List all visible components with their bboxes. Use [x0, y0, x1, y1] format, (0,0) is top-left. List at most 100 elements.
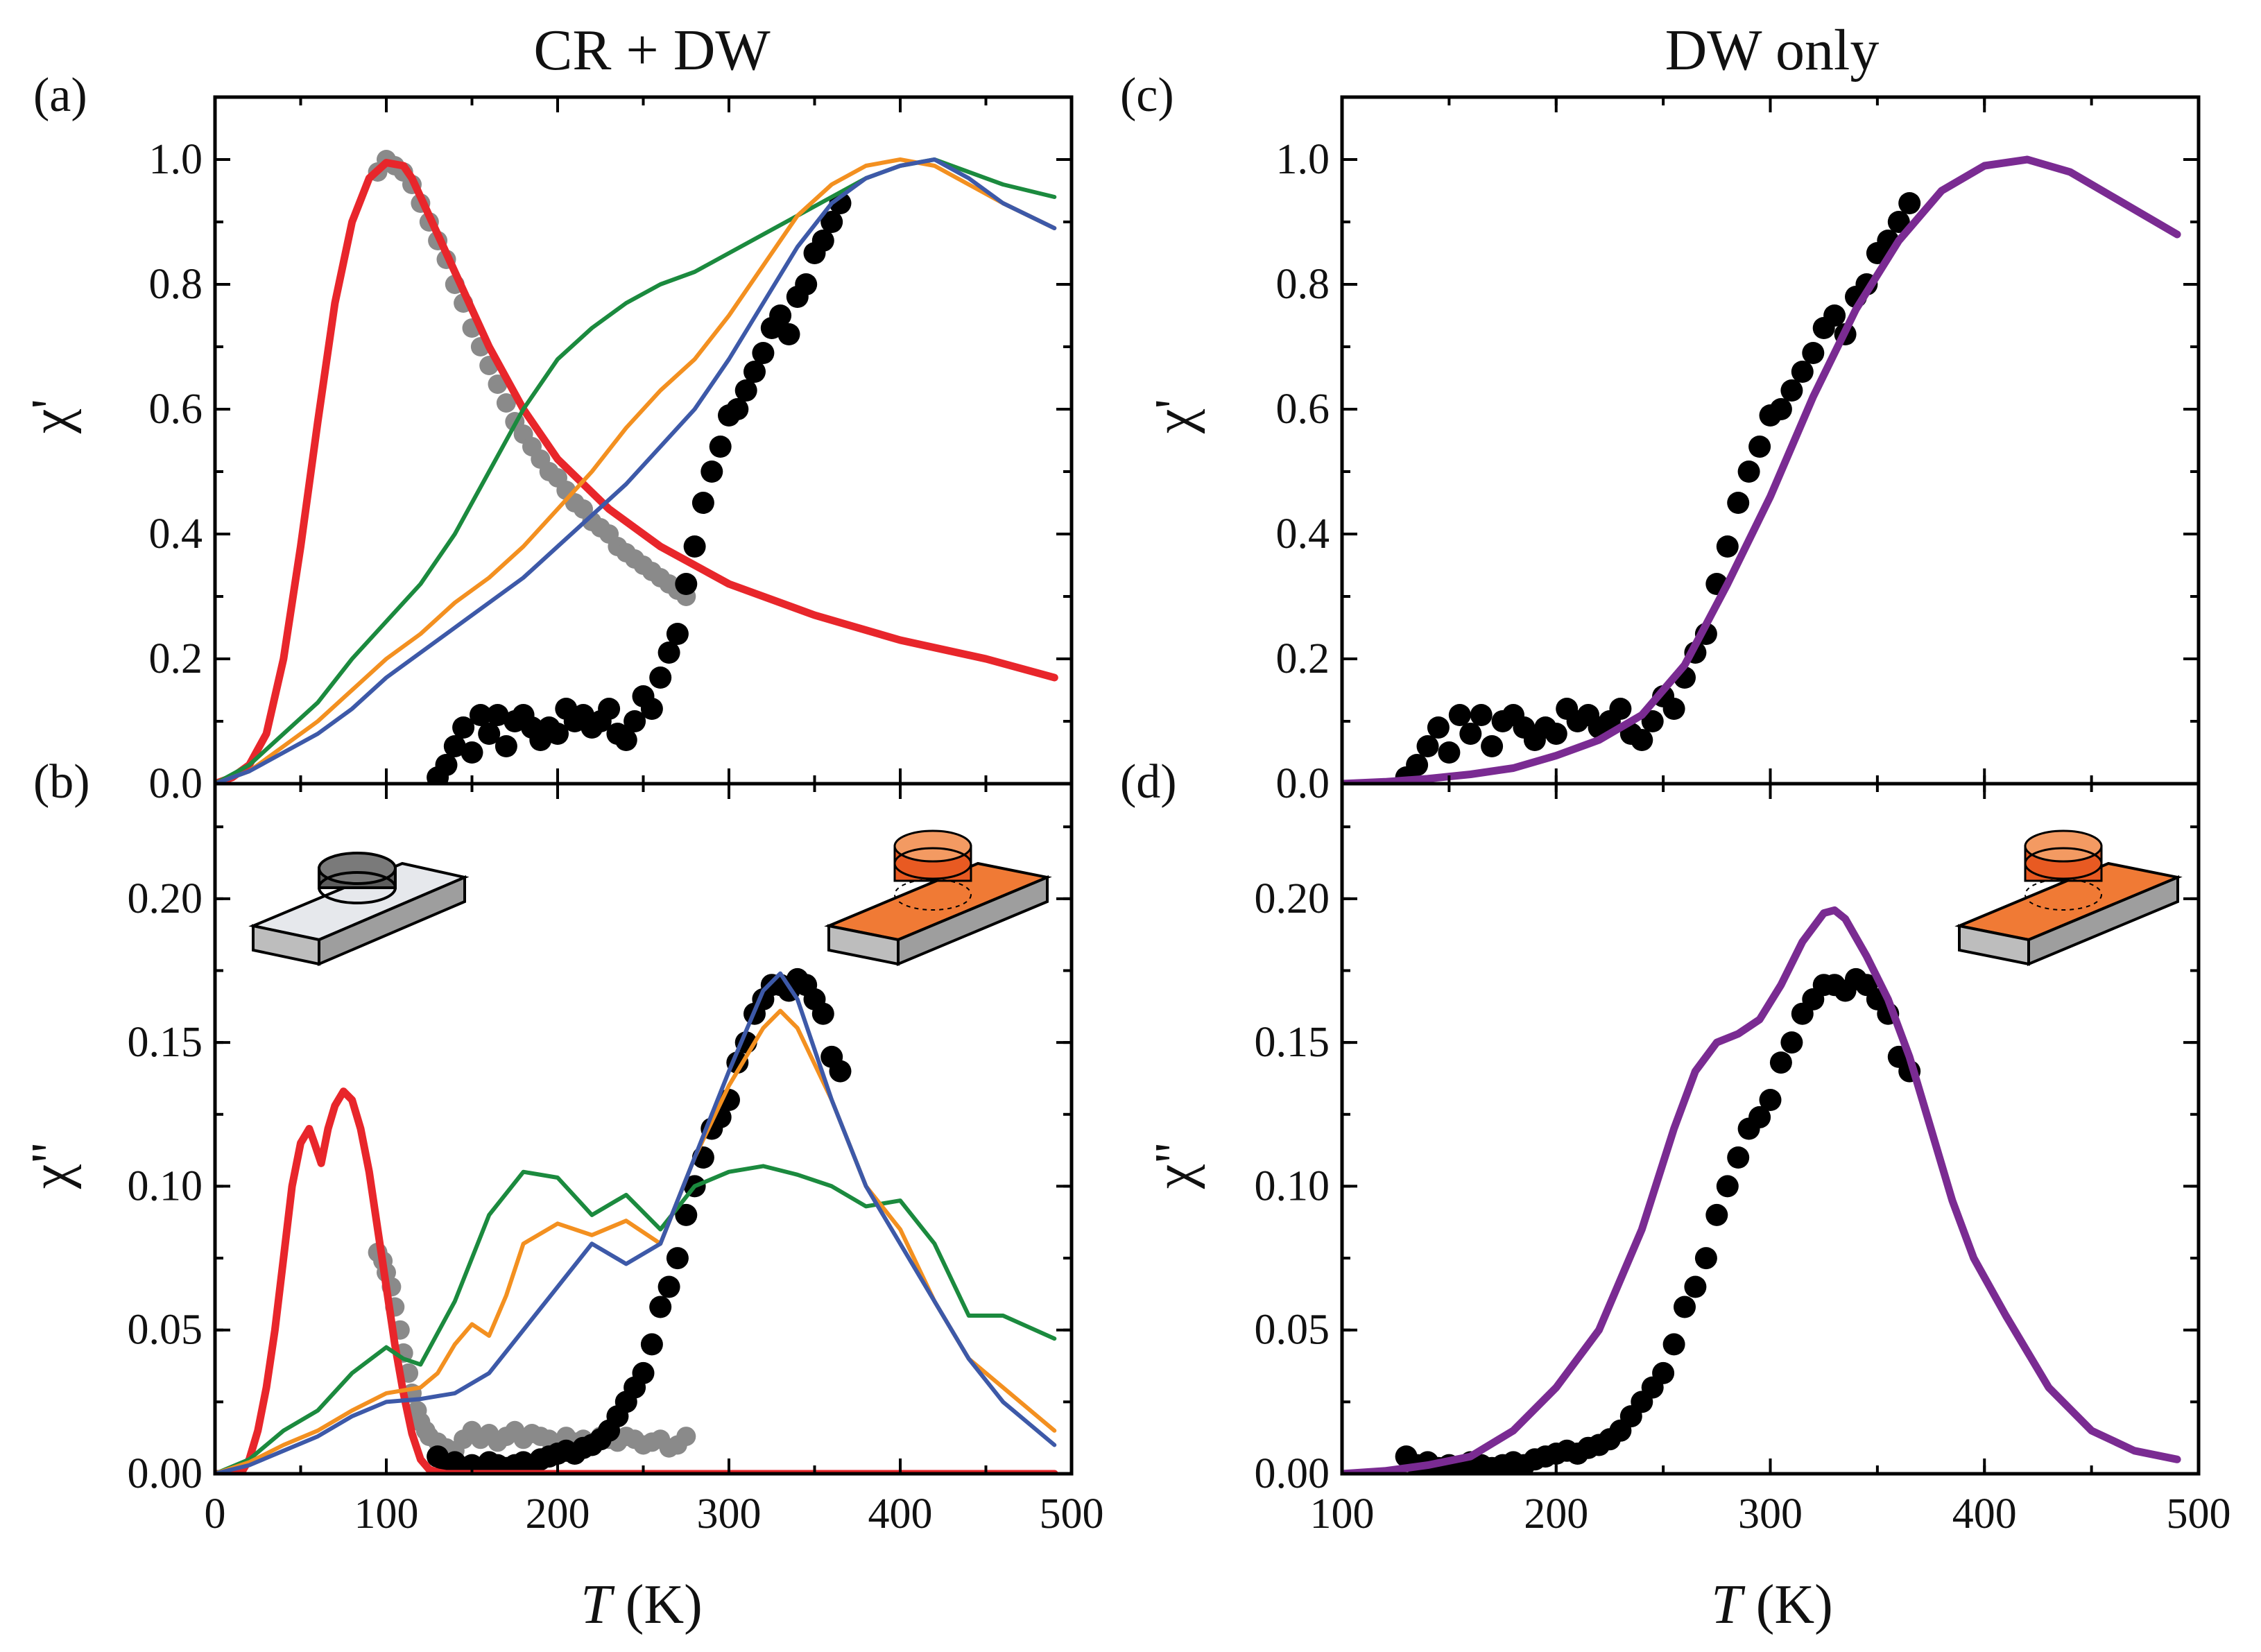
series-line-dw-model-purple [1342, 155, 2181, 784]
data-point [1802, 342, 1825, 364]
plot-area [215, 150, 1058, 784]
data-point [624, 710, 646, 732]
x-tick-label: 500 [1040, 1490, 1104, 1538]
data-point [1727, 492, 1750, 514]
x-tick-label: 300 [697, 1490, 762, 1538]
x-tick-label: 100 [1310, 1490, 1375, 1538]
series-line-orange [215, 1008, 1057, 1474]
data-point [1631, 729, 1653, 751]
data-point [683, 535, 706, 558]
data-point [743, 361, 766, 383]
data-point [1737, 461, 1760, 483]
data-point [1448, 704, 1471, 726]
plot-frame [1340, 95, 2201, 786]
y-tick-label: 0.15 [128, 1019, 203, 1066]
data-point [676, 1427, 696, 1447]
data-point [1780, 1031, 1803, 1054]
data-point [1609, 698, 1632, 720]
y-tick-label: 0.05 [128, 1307, 203, 1354]
data-point [435, 754, 458, 776]
panel-a: 0.0 0.2 0.4 0.6 0.8 1.0 [149, 95, 1074, 807]
data-point [1727, 1146, 1750, 1169]
data-point [547, 723, 569, 745]
inset-orange-film-disc-b [824, 829, 1052, 967]
y-label-d: χ" [1144, 1142, 1205, 1189]
y-tick-label: 0.00 [128, 1450, 203, 1497]
data-point [1887, 211, 1910, 233]
x-tick-label: 400 [868, 1490, 933, 1538]
y-tick-label: 1.0 [149, 136, 203, 183]
data-point [632, 1361, 655, 1384]
y-tick-label: 0.2 [149, 635, 203, 682]
data-point [1780, 379, 1803, 402]
data-point [829, 1060, 852, 1083]
y-tick-label: 0.4 [149, 510, 203, 558]
data-point [734, 379, 757, 402]
y-tick-label: 0.4 [1276, 510, 1330, 558]
series-line-cr-model-red [215, 159, 1058, 784]
plot-area [1342, 155, 2181, 784]
data-point [1459, 723, 1482, 745]
panel-c: 0.0 0.2 0.4 0.6 0.8 1.0 [1276, 95, 2201, 807]
data-point [495, 735, 517, 757]
data-point [614, 729, 637, 751]
data-point [1748, 436, 1771, 458]
series-line-blue [215, 971, 1057, 1474]
data-point [675, 1203, 698, 1226]
y-tick-label: 0.8 [1276, 261, 1330, 308]
data-point [478, 723, 501, 745]
x-tick-label: 0 [205, 1490, 226, 1538]
data-point [657, 642, 680, 664]
data-point [675, 573, 698, 595]
y-tick-label: 0.0 [149, 760, 203, 807]
data-point [1652, 1361, 1675, 1384]
series-points-dw-data-black [427, 967, 852, 1474]
data-point [691, 492, 714, 514]
data-point [1769, 398, 1792, 420]
column-title-dw-only: DW only [1665, 18, 1880, 83]
data-point [1481, 735, 1504, 757]
y-label-b: χ" [21, 1142, 82, 1189]
data-point [666, 1247, 689, 1270]
data-point [752, 342, 775, 364]
data-point [1748, 1105, 1771, 1128]
plot-area [1342, 906, 2181, 1474]
y-tick-label: 0.10 [128, 1162, 203, 1210]
data-point [700, 461, 723, 483]
data-point [726, 398, 749, 420]
series-points-dw-data-black [1395, 967, 1921, 1474]
y-tick-label: 0.00 [1255, 1450, 1330, 1497]
y-tick-label: 0.20 [1255, 875, 1330, 922]
chart-marks: 0.0 0.2 0.4 0.6 0.8 1.0 0.00 0.05 0.10 0.15 0.20 0 1… [128, 95, 2231, 1538]
data-point [1406, 754, 1429, 776]
data-point [657, 1275, 680, 1298]
inset-orange-film-disc-d [1954, 829, 2183, 967]
data-point [666, 623, 689, 645]
x-tick-label: 300 [1738, 1490, 1803, 1538]
data-point [1716, 535, 1739, 558]
data-point [1662, 1333, 1685, 1356]
y-tick-label: 0.20 [128, 875, 203, 922]
data-point [649, 666, 672, 689]
column-title-cr-dw: CR + DW [533, 18, 771, 83]
y-tick-label: 0.6 [149, 386, 203, 433]
y-tick-label: 0.0 [1276, 760, 1330, 807]
data-point [1438, 741, 1461, 764]
panel-label-d: (d) [1120, 755, 1177, 809]
data-point [1545, 723, 1567, 745]
x-label-left: T (K) [581, 1574, 703, 1635]
x-label-right: T (K) [1711, 1574, 1833, 1635]
data-point [1769, 1051, 1792, 1074]
data-point [1694, 1247, 1717, 1270]
x-tick-label: 200 [526, 1490, 590, 1538]
data-point [496, 393, 516, 413]
data-point [1898, 192, 1921, 214]
data-point [820, 211, 843, 233]
plot-area [215, 967, 1058, 1474]
data-point [443, 735, 466, 757]
series-line-blue [215, 157, 1057, 784]
data-point [486, 704, 509, 726]
series-line-orange [215, 157, 1057, 784]
data-point [811, 1002, 834, 1025]
